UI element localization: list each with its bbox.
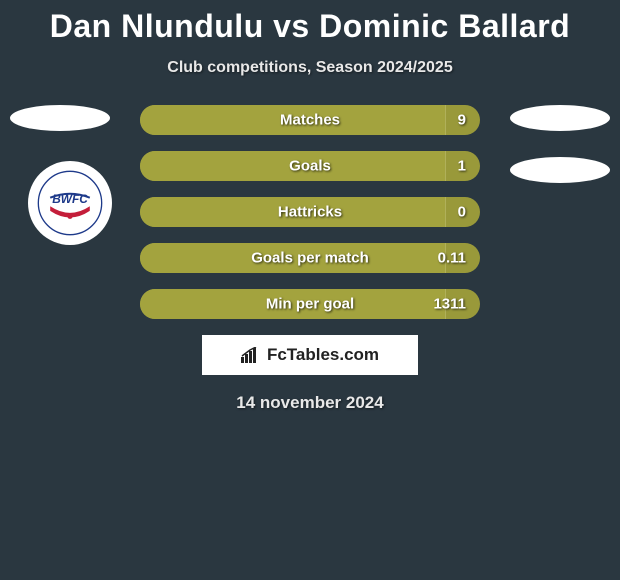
stat-bar: Goals per match 0.11 xyxy=(140,243,480,273)
right-club-oval-1 xyxy=(510,105,610,131)
svg-text:BWFC: BWFC xyxy=(52,192,88,206)
stat-bar-label: Min per goal xyxy=(266,296,354,313)
stat-bar-label: Goals xyxy=(289,158,331,175)
stat-bar-value: 0 xyxy=(458,204,466,221)
stat-bar-value: 0.11 xyxy=(438,250,466,267)
club-badge: BWFC xyxy=(28,161,112,245)
stat-bar-label: Goals per match xyxy=(251,250,369,267)
club-badge-icon: BWFC xyxy=(37,170,103,236)
stat-bar: Min per goal 1311 xyxy=(140,289,480,319)
stat-bar: Hattricks 0 xyxy=(140,197,480,227)
stat-bar-value: 1311 xyxy=(433,296,466,313)
left-club-oval xyxy=(10,105,110,131)
player2-name: Dominic Ballard xyxy=(319,8,570,44)
player1-name: Dan Nlundulu xyxy=(50,8,264,44)
vs-separator: vs xyxy=(273,8,310,44)
stat-bar: Matches 9 xyxy=(140,105,480,135)
stat-bar-label: Matches xyxy=(280,112,340,129)
stat-bar-label: Hattricks xyxy=(278,204,342,221)
stat-bars: Matches 9 Goals 1 Hattricks 0 Goals per match 0… xyxy=(140,105,480,319)
stat-bar-value: 1 xyxy=(458,158,466,175)
date-text: 14 november 2024 xyxy=(0,393,620,413)
chart-icon xyxy=(241,347,261,363)
stat-bar: Goals 1 xyxy=(140,151,480,181)
right-club-oval-2 xyxy=(510,157,610,183)
subtitle: Club competitions, Season 2024/2025 xyxy=(0,59,620,77)
attribution-text: FcTables.com xyxy=(267,345,379,365)
attribution-box: FcTables.com xyxy=(202,335,418,375)
stat-bar-value: 9 xyxy=(458,112,466,129)
comparison-title: Dan Nlundulu vs Dominic Ballard xyxy=(0,0,620,45)
comparison-content: BWFC Matches 9 Goals 1 Hattricks 0 Goals per m… xyxy=(0,105,620,413)
